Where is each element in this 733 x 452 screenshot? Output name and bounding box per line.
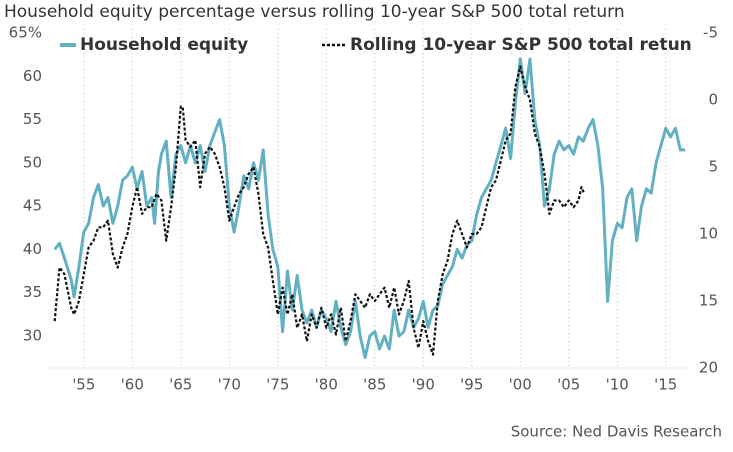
x-tick-label: '00 (509, 376, 532, 394)
y2-tick-label: -5 (703, 24, 718, 42)
y-tick-label: 60 (23, 67, 42, 85)
y2-tick-label: 0 (708, 91, 718, 109)
x-tick-label: '75 (266, 376, 289, 394)
series-line (53, 57, 686, 360)
x-tick-label: '70 (218, 376, 241, 394)
legend-label: Rolling 10-year S&P 500 total retun (350, 35, 692, 55)
x-tick-label: '60 (121, 376, 144, 394)
x-tick-label: '55 (72, 376, 95, 394)
y-tick-label: 55 (23, 110, 42, 128)
y2-tick-label: 15 (699, 292, 718, 310)
y2-tick-label: 10 (699, 225, 718, 243)
x-tick-label: '65 (169, 376, 192, 394)
y2-tick-label: 5 (708, 158, 718, 176)
x-tick-label: '15 (654, 376, 677, 394)
x-tick-label: '90 (412, 376, 435, 394)
y2-tick-label: 20 (699, 359, 718, 377)
x-tick-label: '05 (557, 376, 580, 394)
y-tick-label: 35 (23, 283, 42, 301)
y-tick-label: 50 (23, 153, 42, 171)
y-tick-label: 65% (9, 24, 42, 42)
y-tick-label: 40 (23, 240, 42, 258)
x-tick-label: '95 (460, 376, 483, 394)
y-tick-label: 45 (23, 197, 42, 215)
x-tick-label: '85 (363, 376, 386, 394)
x-tick-label: '80 (315, 376, 338, 394)
y-tick-label: 30 (23, 326, 42, 344)
source: Source: Ned Davis Research (511, 423, 722, 441)
x-tick-label: '10 (606, 376, 629, 394)
chart-title: Household equity percentage versus rolli… (4, 2, 625, 22)
legend-label: Household equity (80, 35, 248, 55)
series-line (53, 65, 586, 356)
